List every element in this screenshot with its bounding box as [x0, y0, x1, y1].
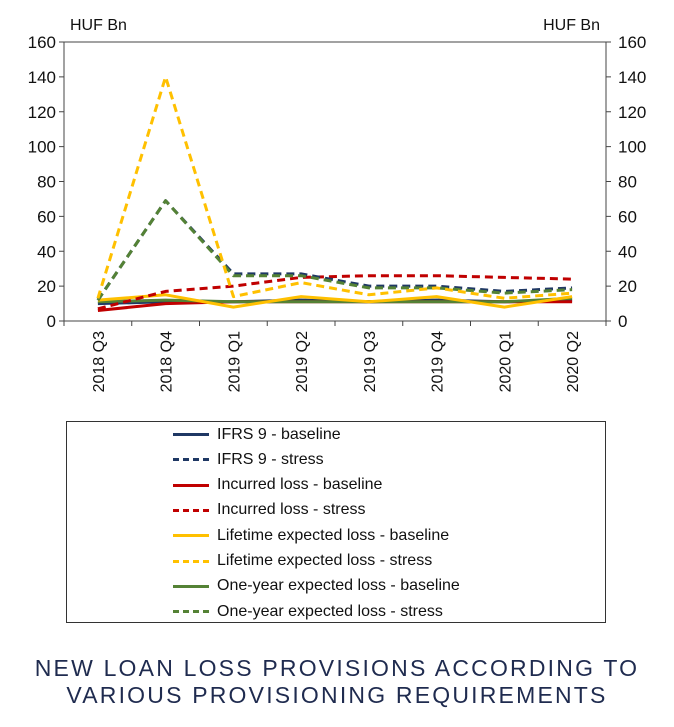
- x-tick-label: 2019 Q1: [226, 331, 243, 392]
- left-y-axis: 0 20 40 60 80 100 120 140 160: [28, 33, 64, 331]
- legend-label: IFRS 9 - baseline: [217, 425, 341, 443]
- legend-label: Lifetime expected loss - baseline: [217, 526, 450, 544]
- chart: HUF Bn HUF Bn 0 20 40 60 80 100 120 140 160 0 20 4…: [28, 17, 647, 392]
- legend: IFRS 9 - baseline IFRS 9 - stress Incurred…: [66, 421, 606, 623]
- chart-title-line-2: VARIOUS PROVISIONING REQUIREMENTS: [66, 682, 608, 708]
- legend-swatch: [173, 534, 209, 538]
- right-tick-label: 80: [618, 173, 637, 192]
- right-tick-label: 60: [618, 207, 637, 226]
- legend-item-lifetime-expected-loss-stress: Lifetime expected loss - stress: [173, 549, 432, 574]
- legend-swatch: [173, 610, 209, 614]
- left-tick-label: 160: [28, 33, 56, 52]
- right-tick-label: 100: [618, 138, 646, 157]
- series-line-one-year-expected-loss-baseline: [97, 296, 573, 304]
- left-tick-label: 60: [37, 207, 56, 226]
- right-tick-label: 160: [618, 33, 646, 52]
- x-tick-label: 2020 Q1: [497, 331, 514, 392]
- legend-swatch: [173, 508, 209, 512]
- legend-item-incurred-loss-baseline: Incurred loss - baseline: [173, 473, 382, 498]
- series-line-ifrs-9-stress: [96, 199, 573, 301]
- legend-label: One-year expected loss - stress: [217, 602, 443, 620]
- legend-label: Lifetime expected loss - stress: [217, 552, 433, 569]
- x-tick-label: 2019 Q4: [430, 331, 447, 392]
- right-y-axis: 0 20 40 60 80 100 120 140 160: [606, 33, 646, 331]
- x-tick-label: 2020 Q2: [565, 331, 582, 392]
- legend-swatch: [173, 584, 209, 588]
- chart-title-line-1: NEW LOAN LOSS PROVISIONS ACCORDING TO: [34, 655, 640, 681]
- left-tick-label: 140: [28, 68, 56, 87]
- series-line-lifetime-expected-loss-baseline: [97, 293, 573, 309]
- right-tick-label: 0: [618, 312, 627, 331]
- legend-swatch: [173, 483, 209, 487]
- left-tick-label: 40: [37, 242, 56, 261]
- legend-item-incurred-loss-stress: Incurred loss - stress: [173, 498, 365, 523]
- left-tick-label: 0: [47, 312, 56, 331]
- right-tick-label: 20: [618, 277, 637, 296]
- right-tick-label: 140: [618, 68, 646, 87]
- legend-label: Incurred loss - stress: [217, 501, 366, 519]
- series-layer: [96, 75, 573, 312]
- legend-item-one-year-expected-loss-baseline: One-year expected loss - baseline: [173, 574, 460, 599]
- legend-label: One-year expected loss - baseline: [217, 577, 460, 595]
- x-axis: 2018 Q3 2018 Q4 2019 Q1 2019 Q2 2019 Q3 2019 …: [63, 321, 607, 392]
- right-tick-label: 120: [618, 103, 646, 122]
- series-line-incurred-loss-stress: [97, 274, 573, 311]
- series-line-one-year-expected-loss-stress: [96, 199, 573, 301]
- x-tick-label: 2019 Q3: [362, 331, 379, 392]
- legend-label: Incurred loss - baseline: [217, 476, 383, 494]
- x-tick-label: 2018 Q4: [159, 331, 176, 392]
- chart-title: NEW LOAN LOSS PROVISIONS ACCORDING TO VA…: [0, 655, 674, 709]
- right-tick-label: 40: [618, 242, 637, 261]
- legend-swatch: [173, 458, 209, 462]
- left-tick-label: 100: [28, 138, 56, 157]
- x-tick-label: 2019 Q2: [294, 331, 311, 392]
- series-line-lifetime-expected-loss-stress: [96, 75, 573, 300]
- legend-item-ifrs-9-baseline: IFRS 9 - baseline: [173, 422, 341, 447]
- right-unit-label: HUF Bn: [543, 17, 600, 34]
- legend-label: IFRS 9 - stress: [217, 450, 324, 468]
- left-tick-label: 120: [28, 103, 56, 122]
- legend-swatch: [173, 433, 209, 436]
- left-unit-label: HUF Bn: [70, 17, 127, 34]
- legend-item-one-year-expected-loss-stress: One-year expected loss - stress: [173, 599, 443, 624]
- legend-swatch: [173, 559, 209, 563]
- left-tick-label: 80: [37, 173, 56, 192]
- left-tick-label: 20: [37, 277, 56, 296]
- legend-item-ifrs-9-stress: IFRS 9 - stress: [173, 447, 324, 472]
- x-tick-label: 2018 Q3: [91, 331, 108, 392]
- legend-item-lifetime-expected-loss-baseline: Lifetime expected loss - baseline: [173, 523, 449, 548]
